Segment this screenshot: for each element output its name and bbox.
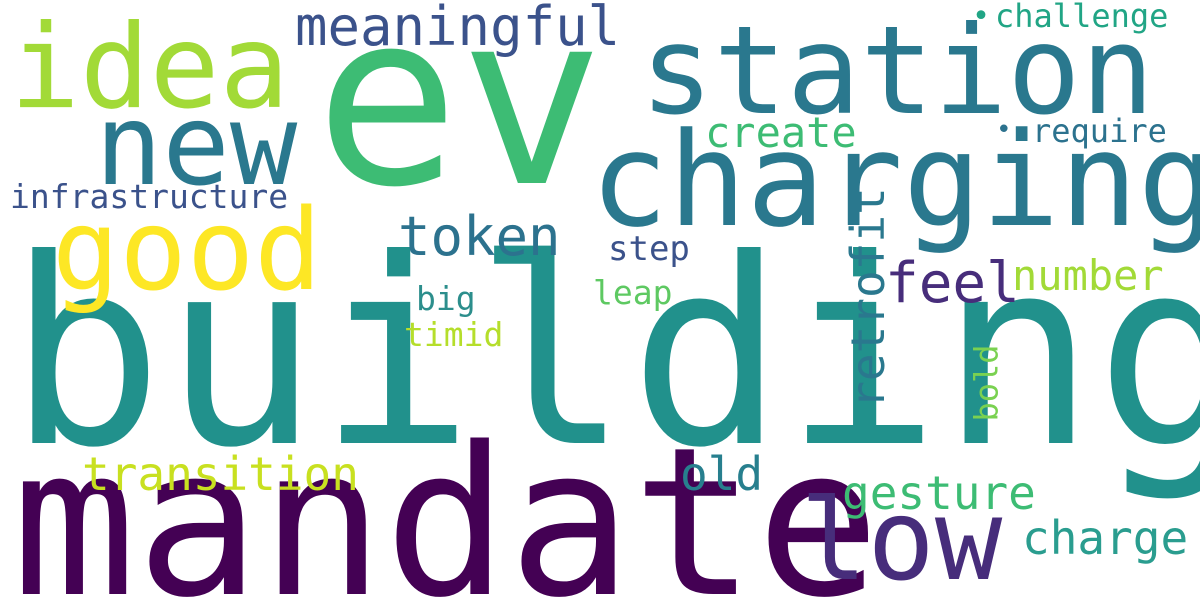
word-transition: transition xyxy=(82,447,359,501)
word-require: require xyxy=(1032,112,1167,150)
word-gesture: gesture xyxy=(842,466,1036,520)
word-dot-challenge: • xyxy=(972,0,991,34)
word-timid: timid xyxy=(404,315,504,354)
word-token: token xyxy=(398,205,561,268)
word-charge: charge xyxy=(1022,511,1189,565)
word-building: building xyxy=(8,204,1200,504)
word-idea: idea xyxy=(10,0,290,135)
word-infrastructure: infrastructure xyxy=(10,177,289,216)
word-ev: ev xyxy=(315,0,604,240)
word-meaningful: meaningful xyxy=(295,0,621,58)
word-good: good xyxy=(52,186,322,316)
word-create: create xyxy=(705,108,857,157)
word-station: station xyxy=(640,0,1155,142)
word-leap: leap xyxy=(593,273,673,312)
word-old: old xyxy=(680,447,764,501)
word-new: new xyxy=(95,81,298,211)
word-mandate: mandate xyxy=(12,403,881,600)
word-dot-require: • xyxy=(996,115,1012,145)
word-low: low xyxy=(800,476,1003,600)
word-bold: bold xyxy=(967,344,1006,422)
word-feel: feel xyxy=(885,251,1020,316)
word-challenge: challenge xyxy=(995,0,1169,35)
word-big: big xyxy=(416,279,476,318)
word-number: number xyxy=(1012,251,1164,300)
word-charging: charging xyxy=(590,104,1200,256)
word-retrofit: retrofit xyxy=(840,187,895,409)
word-step: step xyxy=(608,229,690,269)
